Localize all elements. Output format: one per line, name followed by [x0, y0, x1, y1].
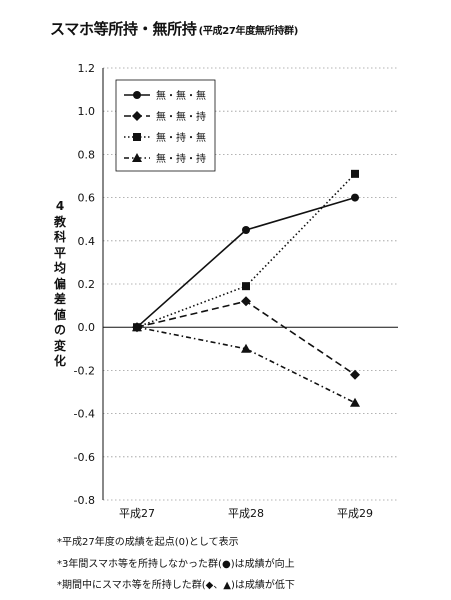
data-point-triangle	[132, 322, 142, 332]
series-line	[136, 196, 356, 328]
data-point-circle	[242, 226, 250, 234]
y-tick-label: 1.0	[78, 105, 96, 118]
data-point-diamond	[350, 369, 360, 380]
legend-marker-triangle	[132, 153, 142, 162]
y-tick-label: 0.8	[78, 148, 96, 161]
y-tick-label: 0.4	[78, 235, 96, 248]
data-point-circle	[351, 193, 359, 202]
chart-title: スマホ等所持・無所持 (平成27年度無所持群)	[50, 18, 298, 39]
legend-label: 無・持・持	[156, 152, 206, 165]
legend-label: 無・無・持	[156, 110, 206, 123]
y-tick-label: 1.2	[78, 62, 96, 75]
series-line	[136, 326, 356, 404]
x-tick-label: 平成28	[228, 507, 264, 520]
data-point-triangle	[241, 343, 251, 353]
footnote: *平成27年度の成績を起点(0)として表示	[57, 537, 239, 548]
data-point-diamond	[241, 296, 251, 307]
legend-label: 無・無・無	[156, 89, 206, 102]
footnote: *期間中にスマホ等を所持した群(◆、▲)は成績が低下	[57, 580, 295, 591]
x-tick-label: 平成29	[337, 507, 373, 520]
x-tick-label: 平成27	[119, 507, 155, 520]
legend-label: 無・持・無	[156, 131, 206, 144]
data-point-square	[351, 169, 359, 178]
y-tick-label: -0.6	[74, 451, 95, 464]
y-tick-label: 0.0	[78, 321, 96, 334]
y-tick-label: 0.2	[78, 278, 96, 291]
data-point-triangle	[350, 397, 360, 407]
y-tick-label: -0.2	[74, 364, 95, 377]
y-tick-label: -0.8	[74, 494, 95, 507]
legend-marker-square	[133, 133, 141, 141]
chart-title-main: スマホ等所持・無所持	[50, 20, 197, 38]
y-axis-label: 4教科平均偏差値の変化	[53, 199, 66, 368]
data-point-square	[242, 282, 250, 291]
legend-marker-circle	[133, 91, 141, 99]
footnote: *3年間スマホ等を所持しなかった群(●)は成績が向上	[57, 558, 295, 570]
y-tick-label: -0.4	[74, 408, 95, 421]
y-tick-label: 0.6	[78, 192, 96, 205]
series-line	[136, 300, 356, 376]
legend-marker-diamond	[132, 111, 142, 121]
chart-title-sub: (平成27年度無所持群)	[198, 26, 299, 37]
footnotes: *平成27年度の成績を起点(0)として表示 *3年間スマホ等を所持しなかった群(…	[57, 532, 295, 597]
